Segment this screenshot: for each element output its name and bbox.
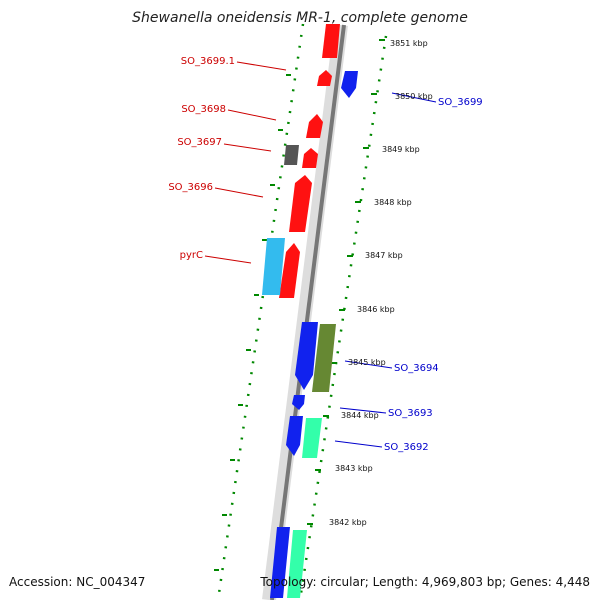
gene-arrow-bottom-blue <box>270 527 290 598</box>
kbp-labels: 3851 kbp 3850 kbp 3849 kbp 3848 kbp 3847… <box>329 39 433 527</box>
gene-label-so3696[interactable]: SO_3696 <box>168 182 213 193</box>
gene-label-so3698[interactable]: SO_3698 <box>181 104 226 115</box>
gene-label-so3693[interactable]: SO_3693 <box>388 408 433 419</box>
right-label-connectors <box>334 92 437 448</box>
left-gene-labels: SO_3699.1 SO_3698 SO_3697 SO_3696 pyrC <box>168 56 235 261</box>
outer-tick-ring-left <box>216 23 305 600</box>
gene-label-so3699[interactable]: SO_3699 <box>438 97 483 108</box>
kbp-label: 3847 kbp <box>365 251 403 260</box>
gene-arrow-so3699 <box>341 71 358 98</box>
kbp-label: 3848 kbp <box>374 198 412 207</box>
map-title: Shewanella oneidensis MR-1, complete gen… <box>132 10 468 26</box>
gene-label-so3697[interactable]: SO_3697 <box>177 137 222 148</box>
kbp-label: 3845 kbp <box>348 358 386 367</box>
gene-arrow-so3696 <box>289 175 312 232</box>
gene-arrow-so3699-1-top <box>322 24 340 58</box>
backbone <box>270 24 346 600</box>
genome-summary: Topology: circular; Length: 4,969,803 bp… <box>260 575 590 589</box>
gene-arrow-so3695 <box>295 322 318 390</box>
gene-arrow-so3692 <box>286 416 303 456</box>
cds-olive-so3694 <box>312 324 336 392</box>
cds-green-so3692 <box>302 418 322 458</box>
forward-strand-genes <box>279 24 340 298</box>
kbp-label: 3844 kbp <box>341 411 379 420</box>
kbp-label: 3843 kbp <box>335 464 373 473</box>
backbone-shadow <box>262 24 348 600</box>
kbp-label: 3849 kbp <box>382 145 420 154</box>
accession-label: Accession: NC_004347 <box>9 575 146 589</box>
cds-green-bottom <box>287 530 307 598</box>
kbp-label: 3846 kbp <box>357 305 395 314</box>
gene-arrow-so3699-1 <box>317 70 332 86</box>
gene-label-so3699-1[interactable]: SO_3699.1 <box>181 56 235 67</box>
kbp-label: 3850 kbp <box>395 92 433 101</box>
reverse-strand-genes <box>262 71 358 598</box>
gene-arrow-pyrc <box>279 243 300 298</box>
gene-arrow-so3698 <box>306 114 323 138</box>
right-major-ticks <box>307 39 385 525</box>
gene-label-so3694[interactable]: SO_3694 <box>394 363 439 374</box>
kbp-label: 3842 kbp <box>329 518 367 527</box>
gene-arrow-so3693 <box>292 395 305 410</box>
kbp-label: 3851 kbp <box>390 39 428 48</box>
cds-cyan-pyrc <box>262 238 285 295</box>
gene-label-so3692[interactable]: SO_3692 <box>384 442 429 453</box>
gray-feature <box>284 145 299 165</box>
gene-label-pyrc[interactable]: pyrC <box>180 250 203 261</box>
gene-arrow-so3697 <box>302 148 318 168</box>
right-gene-labels: SO_3699 SO_3694 SO_3693 SO_3692 <box>384 97 483 453</box>
left-label-connectors <box>204 61 287 264</box>
left-major-ticks <box>214 74 291 571</box>
